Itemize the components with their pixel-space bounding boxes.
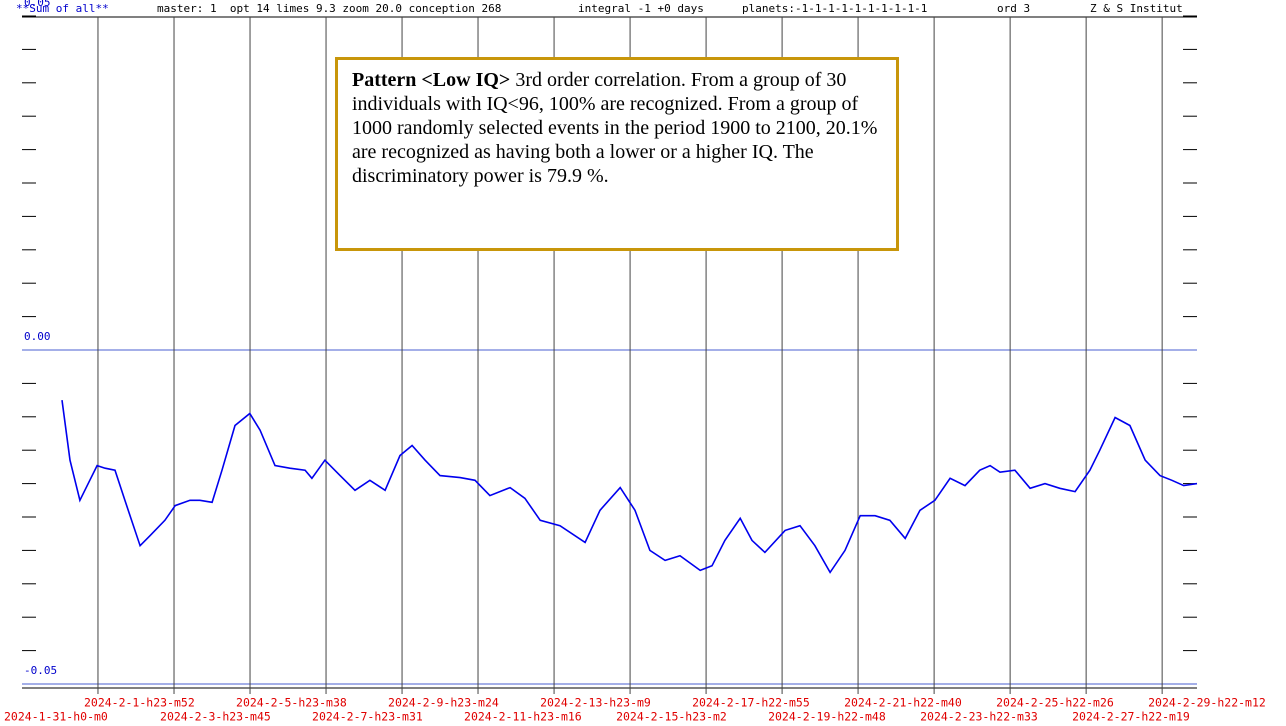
x-tick-label: 2024-2-1-h23-m52: [84, 696, 195, 710]
x-tick-label: 2024-2-25-h22-m26: [996, 696, 1114, 710]
x-tick-label: 2024-2-23-h22-m33: [920, 710, 1038, 724]
x-tick-label: 2024-2-27-h22-m19: [1072, 710, 1190, 724]
x-tick-label: 2024-2-19-h22-m48: [768, 710, 886, 724]
y-tick-label: -0.05: [24, 664, 57, 677]
header-item: Z & S Institut: [1090, 2, 1183, 15]
x-tick-label: 2024-2-21-h22-m40: [844, 696, 962, 710]
header-item: integral -1 +0 days: [578, 2, 704, 15]
x-tick-label: 2024-1-31-h0-m0: [4, 710, 108, 724]
y-tick-label: 0.05: [24, 0, 51, 9]
x-tick-label: 2024-2-7-h23-m31: [312, 710, 423, 724]
x-tick-label: 2024-2-9-h23-m24: [388, 696, 499, 710]
chart-title: **Sum of all**: [16, 2, 109, 15]
data-line: [61, 399, 1198, 574]
annotation-bold: Pattern <Low IQ>: [352, 69, 511, 91]
y-tick-label: 0.00: [24, 330, 51, 343]
annotation: Pattern <Low IQ> 3rd order correlation. F…: [335, 57, 899, 251]
x-tick-label: 2024-2-3-h23-m45: [160, 710, 271, 724]
x-tick-label: 2024-2-29-h22-m12: [1148, 696, 1266, 710]
x-tick-label: 2024-2-15-h23-m2: [616, 710, 727, 724]
annotation-text: 3rd order correlation. From a group of 3…: [352, 69, 878, 187]
header-item: planets:-1-1-1-1-1-1-1-1-1-1: [742, 2, 927, 15]
header-item: ord 3: [997, 2, 1030, 15]
x-tick-label: 2024-2-13-h23-m9: [540, 696, 651, 710]
x-tick-label: 2024-2-11-h23-m16: [464, 710, 582, 724]
x-tick-label: 2024-2-17-h22-m55: [692, 696, 810, 710]
x-tick-label: 2024-2-5-h23-m38: [236, 696, 347, 710]
header-item: master: 1 opt 14 limes 9.3 zoom 20.0 con…: [157, 2, 501, 15]
